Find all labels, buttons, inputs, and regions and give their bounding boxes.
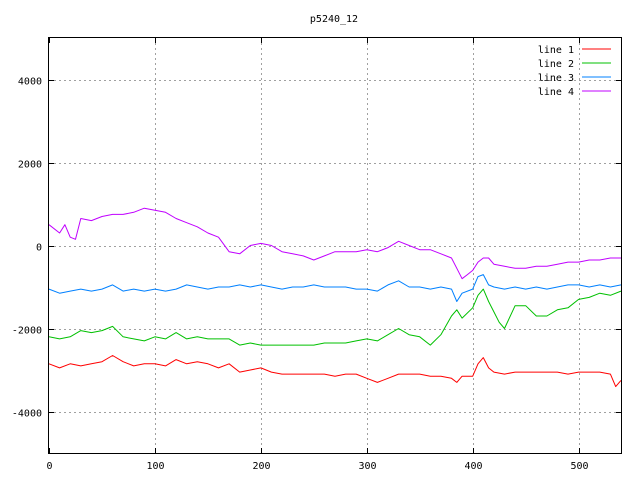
x-tick-label: 100 [146,461,164,472]
legend-label-4: line 4 [538,87,574,98]
x-tick-label: 200 [252,461,270,472]
y-tick-label: 2000 [18,160,42,171]
x-tick-label: 300 [358,461,376,472]
legend-label-2: line 2 [538,59,574,70]
series-line-1 [48,355,622,388]
y-tick-label: 0 [36,243,42,254]
series-line-3 [48,274,622,302]
series-line-2 [48,288,622,346]
series-line-4 [48,207,621,280]
plot-frame [48,37,622,454]
y-axis-ticks: -4000 -2000 0 2000 4000 [12,77,621,420]
chart-title: p5240_12 [310,14,358,25]
x-tick-label: 0 [46,461,52,472]
legend-label-3: line 3 [538,73,574,84]
x-axis-ticks: 0 100 200 300 400 500 [46,38,589,472]
legend: line 1 line 2 line 3 line 4 [538,45,611,98]
legend-label-1: line 1 [538,45,574,56]
grid [49,38,621,453]
x-tick-label: 500 [570,461,588,472]
y-tick-label: -4000 [12,409,42,420]
x-tick-label: 400 [464,461,482,472]
series-lines [48,207,622,388]
y-tick-label: 4000 [18,77,42,88]
y-tick-label: -2000 [12,326,42,337]
